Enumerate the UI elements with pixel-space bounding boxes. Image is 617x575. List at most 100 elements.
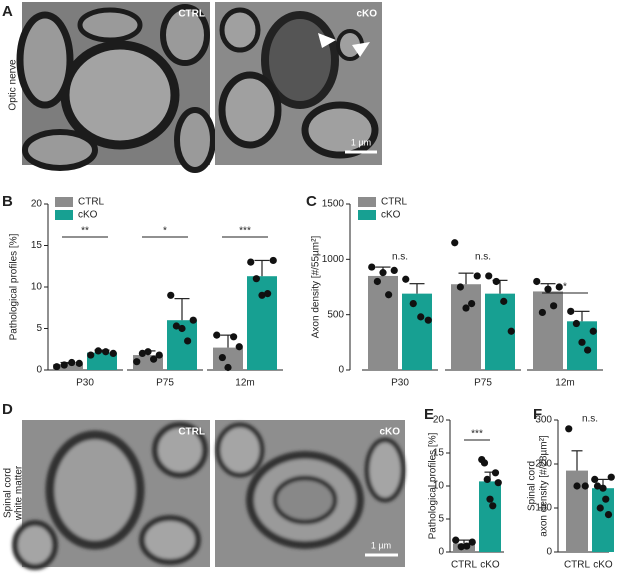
data-point <box>379 269 387 277</box>
y-axis-label: Pathological profiles [%] <box>428 432 439 539</box>
data-point <box>589 327 597 335</box>
panel-label: B <box>2 193 13 210</box>
data-point <box>167 291 175 299</box>
y-tick-label: 20 <box>31 199 43 210</box>
x-tick-label: 12m <box>555 378 574 389</box>
y-axis-label: Pathological profiles [%] <box>9 233 20 340</box>
data-point <box>417 313 425 321</box>
data-point <box>230 333 238 341</box>
data-point <box>452 536 460 544</box>
micrograph-a-ctrl: CTRL <box>16 2 216 173</box>
data-point <box>567 307 575 315</box>
bar <box>566 470 588 552</box>
panel-label: F <box>533 406 542 423</box>
data-point <box>109 349 117 357</box>
significance-label: n.s. <box>475 252 491 263</box>
x-tick-label: cKO <box>593 560 613 571</box>
row-label: Spinal cord <box>3 468 14 518</box>
data-point <box>451 239 459 247</box>
bar <box>368 275 398 370</box>
y-tick-label: 100 <box>535 503 552 514</box>
data-point <box>402 275 410 283</box>
data-point <box>538 308 546 317</box>
image-label: CTRL <box>178 427 205 438</box>
legend-label: CTRL <box>381 197 408 208</box>
y-tick-label: 10 <box>433 481 445 492</box>
y-tick-label: 200 <box>535 459 552 470</box>
data-point <box>489 502 497 510</box>
significance-label: *** <box>471 429 483 440</box>
data-point <box>213 331 221 339</box>
data-point <box>102 348 110 356</box>
x-tick-label: cKO <box>480 560 500 571</box>
data-point <box>409 300 417 308</box>
data-point <box>368 263 376 271</box>
x-tick-label: P30 <box>76 378 94 389</box>
data-point <box>463 542 471 550</box>
data-point <box>155 351 163 359</box>
data-point <box>468 300 476 308</box>
data-point <box>385 291 393 299</box>
bar <box>402 293 432 370</box>
panel-label: A <box>2 3 13 20</box>
y-tick-label: 0 <box>438 547 444 558</box>
data-point <box>172 322 180 330</box>
data-point <box>500 297 508 305</box>
data-point <box>473 272 481 280</box>
significance-label: n.s. <box>582 414 598 425</box>
y-tick-label: 300 <box>535 415 552 426</box>
data-point <box>424 316 432 324</box>
x-tick-label: CTRL <box>564 560 591 571</box>
data-point <box>457 543 465 551</box>
y-tick-label: 15 <box>31 240 43 251</box>
bar <box>451 284 481 370</box>
data-point <box>573 482 581 490</box>
data-point <box>60 361 68 369</box>
data-point <box>258 291 266 299</box>
legend-swatch <box>358 197 376 207</box>
panel-label: D <box>2 401 13 418</box>
data-point <box>252 275 260 283</box>
y-tick-label: 5 <box>36 323 42 334</box>
scale-label: 1 µm <box>371 540 391 550</box>
data-point <box>138 349 146 357</box>
legend-label: CTRL <box>78 197 105 208</box>
data-point <box>492 277 500 286</box>
y-tick-label: 1500 <box>322 199 345 210</box>
significance-label: ** <box>81 226 89 237</box>
significance-label: * <box>163 226 167 237</box>
data-point <box>596 504 604 512</box>
y-axis-label: Axon density [#/55µm²] <box>311 236 322 339</box>
x-tick-label: P75 <box>156 378 174 389</box>
data-point <box>133 358 141 366</box>
data-point <box>494 479 502 487</box>
data-point <box>456 283 464 291</box>
y-tick-label: 0 <box>36 365 42 376</box>
data-point <box>578 338 586 346</box>
y-tick-label: 20 <box>433 415 445 426</box>
significance-label: * <box>563 282 567 293</box>
bar <box>213 347 243 370</box>
y-axis-label: axon density [#/28µm²] <box>539 435 550 537</box>
y-tick-label: 5 <box>438 514 444 525</box>
data-point <box>483 475 491 483</box>
data-point <box>224 363 232 372</box>
significance-label: *** <box>239 226 251 237</box>
y-tick-label: 1000 <box>322 254 345 265</box>
data-point <box>178 324 186 333</box>
legend-swatch <box>358 210 376 220</box>
data-point <box>75 359 83 367</box>
legend-swatch <box>55 210 73 220</box>
micrograph-d-ctrl: CTRL <box>12 420 210 570</box>
data-point <box>390 266 398 274</box>
bar <box>533 291 563 370</box>
data-point <box>269 256 277 265</box>
data-point <box>87 351 95 359</box>
y-tick-label: 10 <box>31 282 43 293</box>
data-point <box>607 473 615 481</box>
data-point <box>604 510 613 519</box>
bar <box>87 352 117 370</box>
legend-swatch <box>55 197 73 207</box>
image-label: CTRL <box>178 9 205 20</box>
data-point <box>480 459 489 467</box>
